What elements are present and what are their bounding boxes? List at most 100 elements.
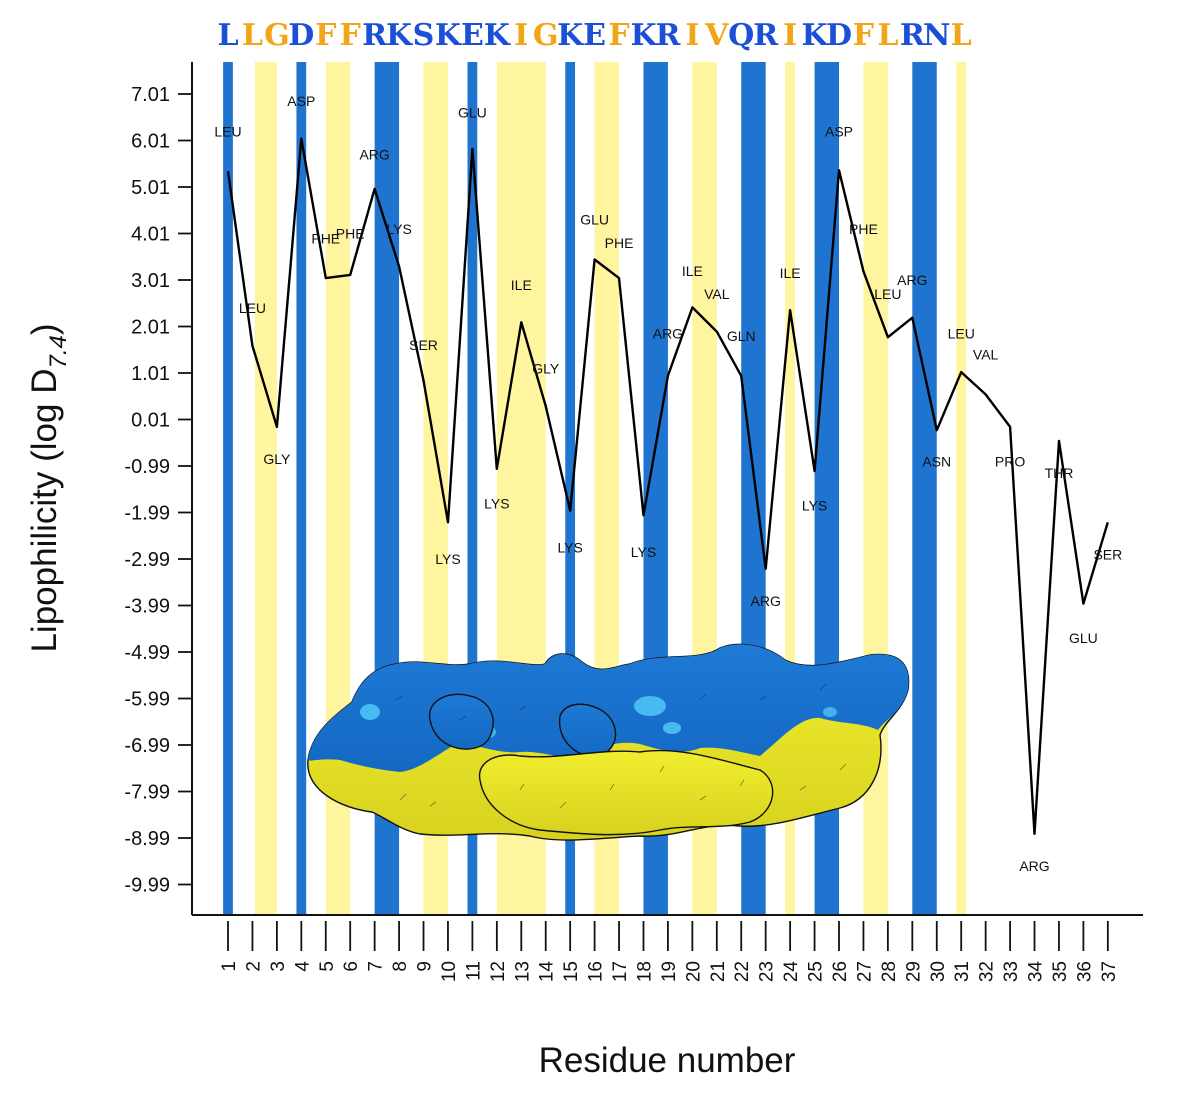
sequence-letter: K xyxy=(630,18,657,53)
residue-label: ARG xyxy=(359,147,389,163)
residue-label: SER xyxy=(409,337,438,353)
residue-label: LYS xyxy=(435,551,460,567)
residue-labels: LEULEUGLYASPPHEPHEARGLYSSERLYSGLULYSILEG… xyxy=(214,93,1122,874)
y-tick-label: 4.01 xyxy=(131,224,170,246)
sequence-letter: D xyxy=(288,18,314,53)
x-tick-label: 15 xyxy=(561,961,582,982)
band-hydrophilic xyxy=(223,62,233,915)
sequence-letter: K xyxy=(484,18,511,53)
sequence-letter: V xyxy=(704,18,729,53)
residue-label: LYS xyxy=(631,544,656,560)
y-tick-label: -1.99 xyxy=(124,503,170,525)
residue-label: PHE xyxy=(311,230,340,246)
x-tick-label: 10 xyxy=(439,961,460,982)
sequence-letter: K xyxy=(802,18,829,53)
y-axis-label-main: Lipophilicity (log D xyxy=(25,369,64,653)
x-tick-label: 3 xyxy=(268,961,289,972)
residue-label: LYS xyxy=(802,498,827,514)
residue-label: GLU xyxy=(458,105,487,121)
x-tick-label: 17 xyxy=(610,961,631,982)
x-tick-label: 9 xyxy=(415,961,436,972)
residue-label: VAL xyxy=(973,347,999,363)
sequence-letter: Q xyxy=(728,18,754,53)
residue-label: GLU xyxy=(1069,630,1098,646)
y-tick-label: -8.99 xyxy=(124,828,170,850)
x-tick-label: 31 xyxy=(952,961,973,982)
sequence-letter: N xyxy=(923,18,950,53)
sequence-letter: S xyxy=(413,18,435,53)
residue-label: ILE xyxy=(682,263,703,279)
sequence-letter: I xyxy=(685,18,699,53)
x-tick-label: 32 xyxy=(977,961,998,982)
sequence-letter: K xyxy=(386,18,413,53)
residue-label: LYS xyxy=(484,495,509,511)
x-tick-label: 30 xyxy=(928,961,949,982)
sequence-letter: R xyxy=(900,18,926,53)
y-tick-label: 3.01 xyxy=(131,270,170,292)
y-tick-label: 6.01 xyxy=(131,131,170,153)
y-tick-label: 5.01 xyxy=(131,177,170,199)
y-tick-label: -4.99 xyxy=(124,642,170,664)
band-hydrophobic xyxy=(785,62,796,915)
surface-highlight xyxy=(634,696,666,716)
x-tick-label: 21 xyxy=(708,961,729,982)
residue-label: LEU xyxy=(239,300,266,316)
sequence-letter: F xyxy=(608,18,629,53)
x-tick-label: 4 xyxy=(292,961,313,972)
y-tick-label: -6.99 xyxy=(124,735,170,757)
residue-label: SER xyxy=(1093,546,1122,562)
sequence-letter: R xyxy=(362,18,388,53)
x-tick-label: 27 xyxy=(854,961,875,982)
band-hydrophilic xyxy=(467,62,478,915)
residue-label: ARG xyxy=(897,272,927,288)
residue-label: THR xyxy=(1045,465,1074,481)
residue-label: ARG xyxy=(1019,858,1049,874)
residue-label: PHE xyxy=(605,235,634,251)
y-axis-label: Lipophilicity (log D7.4) xyxy=(25,323,72,652)
axes xyxy=(191,62,1143,916)
y-tick-label: 7.01 xyxy=(131,84,170,106)
x-tick-label: 14 xyxy=(537,961,558,983)
x-tick-label: 1 xyxy=(219,961,240,972)
residue-label: LEU xyxy=(948,326,975,342)
sequence-text: L LGDF FRKSKEK I GKEFKR I VQR I KDF LRNL xyxy=(217,18,971,53)
band-hydrophilic xyxy=(296,62,307,915)
sequence-letter: K xyxy=(557,18,584,53)
sequence-letter: L xyxy=(877,18,898,53)
x-tick-label: 29 xyxy=(903,961,924,982)
band-hydrophobic xyxy=(956,62,967,915)
lipophilicity-series-line xyxy=(226,137,1109,835)
y-axis-label-sub: 7.4 xyxy=(45,335,72,368)
sequence-letter: E xyxy=(461,18,484,53)
protein-surface-illustration xyxy=(307,643,910,841)
x-tick-label: 24 xyxy=(781,961,802,983)
sequence-letter: L xyxy=(217,18,238,53)
x-tick-label: 37 xyxy=(1099,961,1120,982)
band-hydrophilic xyxy=(565,62,576,915)
sequence-letter: F xyxy=(315,18,336,53)
residue-label: ASP xyxy=(825,123,853,139)
band-hydrophilic xyxy=(912,62,937,915)
y-axis-label-close: ) xyxy=(25,323,64,335)
y-axis-ticks: 7.01 6.01 5.01 4.01 3.01 2.01 1.01 0.01 -0.99 -1.… xyxy=(124,84,192,897)
x-tick-label: 12 xyxy=(488,961,509,982)
surface-highlight xyxy=(823,707,837,717)
residue-label: PHE xyxy=(336,226,365,242)
residue-label: LYS xyxy=(557,539,582,555)
surface-texture xyxy=(395,683,847,809)
residue-label: ILE xyxy=(511,277,532,293)
x-tick-label: 18 xyxy=(634,961,655,982)
sequence-letter: F xyxy=(853,18,874,53)
surface-front-bump xyxy=(428,693,494,750)
sequence-header: L LGDF FRKSKEK I GKEFKR I VQR I KDF LRNL xyxy=(217,18,971,53)
x-tick-label: 11 xyxy=(463,961,484,981)
sequence-letter: I xyxy=(514,18,528,53)
x-tick-label: 5 xyxy=(317,961,338,972)
residue-label: ASN xyxy=(922,453,951,469)
sequence-letter: L xyxy=(951,18,972,53)
residue-label: LYS xyxy=(386,221,411,237)
x-tick-label: 36 xyxy=(1074,961,1095,982)
x-tick-label: 20 xyxy=(683,961,704,982)
sequence-letter: R xyxy=(655,18,681,53)
